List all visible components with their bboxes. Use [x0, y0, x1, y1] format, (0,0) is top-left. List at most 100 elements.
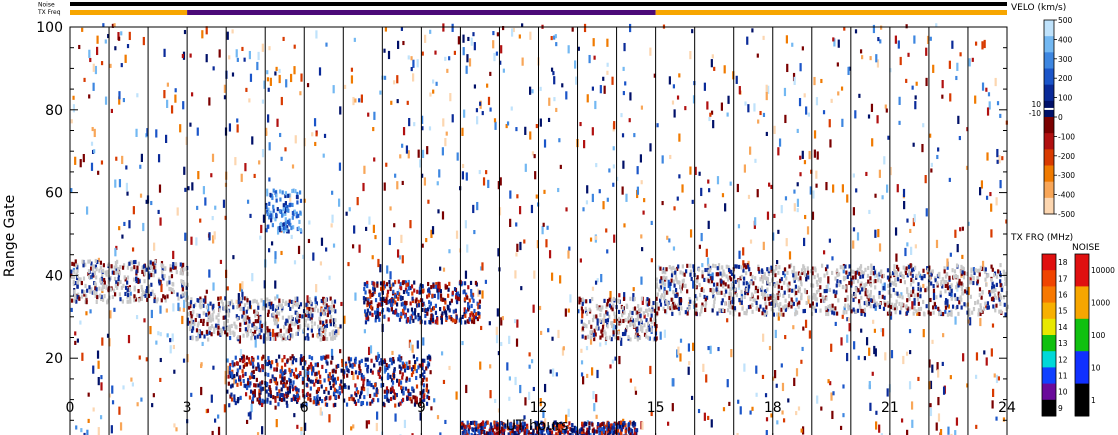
echo-cell: [363, 395, 366, 400]
echo-cell: [738, 264, 741, 269]
echo-cell: [719, 282, 723, 287]
echo-cell: [339, 349, 342, 354]
echo-cell: [985, 282, 988, 287]
echo-cell: [100, 276, 103, 281]
echo-cell: [640, 307, 643, 312]
echo-cell: [432, 283, 435, 288]
echo-cell: [512, 425, 515, 430]
echo-cell: [493, 52, 496, 62]
echo-cell: [251, 333, 254, 338]
echo-cell: [269, 192, 272, 197]
echo-cell: [472, 312, 475, 317]
echo-cell: [293, 374, 297, 379]
echo-cell: [282, 393, 286, 398]
echo-cell: [967, 221, 970, 226]
echo-cell: [74, 331, 77, 336]
echo-cell: [461, 127, 464, 136]
echo-cell: [776, 420, 779, 425]
echo-cell: [513, 319, 517, 324]
echo-cell: [891, 302, 894, 307]
echo-cell: [844, 303, 847, 308]
echo-cell: [243, 383, 246, 388]
echo-cell: [635, 333, 638, 338]
echo-cell: [257, 383, 260, 388]
echo-cell: [280, 397, 283, 402]
echo-cell: [259, 235, 262, 240]
echo-cell: [808, 150, 811, 160]
echo-cell: [285, 79, 288, 88]
echo-cell: [839, 280, 842, 285]
echo-cell: [227, 381, 230, 386]
echo-cell: [976, 300, 979, 305]
echo-cell: [869, 278, 872, 283]
echo-cell: [365, 226, 368, 231]
echo-cell: [651, 305, 654, 310]
echo-cell: [497, 181, 500, 190]
echo-cell: [856, 308, 860, 313]
echo-cell: [461, 281, 464, 286]
echo-cell: [133, 285, 136, 290]
echo-cell: [796, 198, 800, 207]
echo-cell: [897, 267, 900, 272]
echo-cell: [246, 333, 249, 338]
echo-cell: [612, 164, 615, 169]
echo-cell: [285, 207, 289, 213]
echo-cell: [863, 307, 866, 312]
echo-cell: [429, 29, 432, 34]
echo-cell: [508, 376, 511, 381]
echo-cell: [283, 222, 286, 227]
echo-cell: [796, 128, 799, 133]
echo-cell: [391, 380, 395, 385]
echo-cell: [208, 97, 211, 106]
echo-cell: [814, 308, 817, 313]
echo-cell: [70, 298, 74, 303]
echo-cell: [195, 237, 198, 246]
echo-cell: [383, 314, 386, 319]
echo-cell: [428, 305, 431, 310]
echo-cell: [377, 354, 381, 359]
echo-cell: [374, 235, 377, 240]
echo-cell: [671, 311, 674, 316]
echo-cell: [76, 273, 79, 279]
echo-cell: [965, 286, 968, 292]
echo-cell: [389, 396, 393, 402]
echo-cell: [430, 285, 433, 290]
echo-cell: [843, 26, 846, 31]
echo-cell: [296, 200, 299, 205]
echo-cell: [688, 361, 691, 366]
echo-cell: [323, 324, 327, 330]
echo-cell: [448, 249, 451, 254]
echo-cell: [279, 374, 282, 379]
echo-cell: [284, 209, 287, 214]
echo-cell: [132, 277, 136, 282]
echo-cell: [134, 259, 137, 265]
echo-cell: [226, 326, 230, 331]
echo-cell: [880, 433, 883, 435]
echo-cell: [465, 384, 468, 394]
echo-cell: [678, 280, 681, 285]
echo-cell: [606, 70, 609, 75]
echo-cell: [236, 57, 239, 62]
echo-cell: [875, 54, 878, 63]
echo-cell: [227, 301, 230, 306]
echo-cell: [891, 280, 894, 285]
echo-cell: [612, 182, 615, 187]
echo-cell: [847, 66, 850, 76]
echo-cell: [807, 275, 810, 280]
echo-cell: [916, 311, 919, 316]
echo-cell: [287, 302, 290, 308]
echo-cell: [219, 259, 223, 264]
echo-cell: [671, 306, 674, 311]
echo-cell: [75, 425, 78, 430]
echo-cell: [96, 46, 99, 56]
echo-cell: [863, 356, 867, 361]
echo-cell: [327, 374, 330, 379]
echo-cell: [724, 203, 727, 212]
echo-cell: [352, 424, 355, 429]
echo-cell: [390, 378, 394, 383]
echo-cell: [957, 311, 960, 316]
echo-cell: [870, 298, 873, 303]
echo-cell: [618, 336, 621, 341]
echo-cell: [424, 34, 427, 43]
echo-cell: [261, 426, 264, 435]
